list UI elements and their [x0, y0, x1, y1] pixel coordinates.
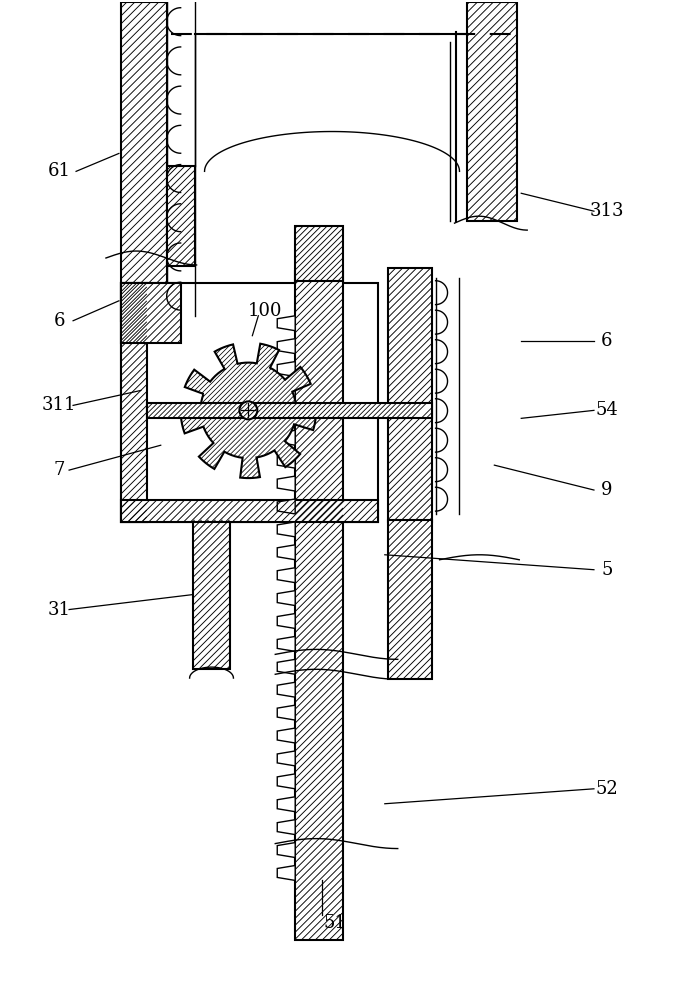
Text: 6: 6 [53, 312, 65, 330]
Polygon shape [277, 614, 295, 628]
Bar [295, 226, 343, 281]
Polygon shape [277, 774, 295, 789]
Polygon shape [277, 705, 295, 720]
Text: 5: 5 [601, 561, 613, 579]
Bar [121, 283, 146, 522]
Bar [167, 166, 194, 266]
Text: 7: 7 [53, 461, 65, 479]
Text: 6: 6 [601, 332, 613, 350]
Text: 100: 100 [248, 302, 283, 320]
Bar [192, 520, 230, 669]
Polygon shape [277, 568, 295, 583]
Polygon shape [277, 797, 295, 812]
Bar [121, 2, 167, 321]
Polygon shape [277, 522, 295, 537]
Polygon shape [277, 384, 295, 399]
Text: 9: 9 [601, 481, 613, 499]
Polygon shape [277, 453, 295, 468]
Text: 52: 52 [595, 780, 618, 798]
Text: 51: 51 [323, 914, 346, 932]
Polygon shape [277, 751, 295, 766]
Bar [121, 500, 378, 522]
Polygon shape [277, 499, 295, 514]
Bar [468, 2, 517, 221]
Polygon shape [277, 728, 295, 743]
Polygon shape [277, 316, 295, 331]
Text: 54: 54 [595, 401, 618, 419]
Text: 311: 311 [42, 396, 76, 414]
Polygon shape [277, 407, 295, 422]
Polygon shape [277, 545, 295, 560]
Bar [295, 271, 343, 940]
Polygon shape [277, 636, 295, 651]
Polygon shape [277, 843, 295, 858]
Polygon shape [277, 591, 295, 606]
Bar [388, 268, 431, 522]
Polygon shape [277, 659, 295, 674]
Polygon shape [277, 865, 295, 880]
Bar [388, 520, 431, 679]
Polygon shape [277, 362, 295, 377]
Polygon shape [277, 682, 295, 697]
Text: 61: 61 [48, 162, 71, 180]
Text: 31: 31 [48, 601, 71, 619]
Polygon shape [277, 430, 295, 445]
Polygon shape [277, 476, 295, 491]
Polygon shape [181, 344, 316, 478]
Polygon shape [277, 339, 295, 354]
Circle shape [240, 401, 257, 419]
Text: 313: 313 [590, 202, 624, 220]
Bar [121, 283, 378, 522]
Bar [146, 403, 431, 418]
Polygon shape [277, 820, 295, 835]
Bar [121, 283, 181, 343]
